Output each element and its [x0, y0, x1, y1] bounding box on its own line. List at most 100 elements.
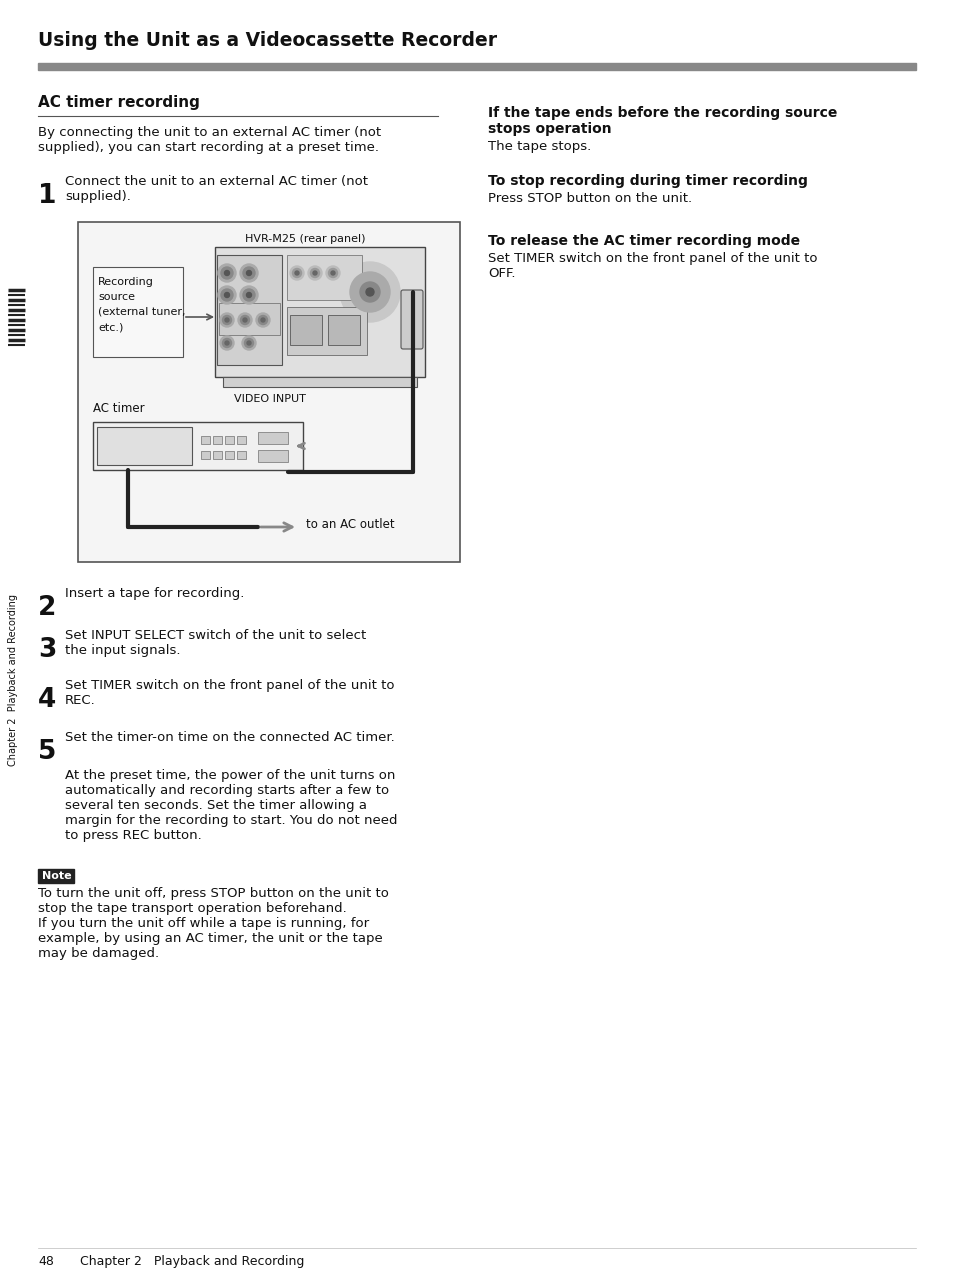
Bar: [201, 451, 210, 459]
Text: By connecting the unit to an external AC timer (not: By connecting the unit to an external AC…: [38, 126, 381, 139]
Circle shape: [294, 271, 298, 275]
Circle shape: [222, 339, 232, 348]
Text: etc.): etc.): [98, 322, 123, 333]
Circle shape: [243, 289, 254, 301]
Text: may be damaged.: may be damaged.: [38, 947, 159, 961]
Circle shape: [290, 266, 304, 280]
Circle shape: [331, 271, 335, 275]
Text: 48: 48: [38, 1255, 53, 1268]
Circle shape: [218, 264, 235, 282]
Bar: [236, 436, 246, 445]
Bar: [92, 422, 303, 470]
Bar: [216, 255, 282, 364]
Circle shape: [221, 268, 233, 279]
Text: Chapter 2  Playback and Recording: Chapter 2 Playback and Recording: [8, 594, 18, 766]
Text: Press STOP button on the unit.: Press STOP button on the unit.: [488, 192, 691, 205]
Circle shape: [240, 264, 257, 282]
Text: Recording: Recording: [98, 276, 153, 287]
Circle shape: [308, 266, 322, 280]
Circle shape: [258, 316, 267, 325]
Circle shape: [237, 313, 252, 327]
Text: AC timer recording: AC timer recording: [38, 96, 200, 110]
Circle shape: [255, 313, 270, 327]
Text: Chapter 2   Playback and Recording: Chapter 2 Playback and Recording: [80, 1255, 304, 1268]
Circle shape: [246, 293, 252, 298]
Circle shape: [224, 293, 230, 298]
Text: REC.: REC.: [65, 694, 95, 707]
Text: 5: 5: [38, 739, 56, 764]
Circle shape: [313, 271, 316, 275]
Bar: [78, 222, 459, 562]
Text: stop the tape transport operation beforehand.: stop the tape transport operation before…: [38, 902, 346, 915]
Circle shape: [247, 341, 251, 345]
Text: If the tape ends before the recording source: If the tape ends before the recording so…: [488, 106, 837, 120]
Circle shape: [222, 316, 232, 325]
Circle shape: [240, 316, 250, 325]
Bar: [257, 450, 288, 462]
Circle shape: [220, 313, 233, 327]
Text: several ten seconds. Set the timer allowing a: several ten seconds. Set the timer allow…: [65, 799, 367, 812]
FancyBboxPatch shape: [400, 290, 422, 349]
Bar: [287, 255, 361, 299]
Text: Set INPUT SELECT switch of the unit to select: Set INPUT SELECT switch of the unit to s…: [65, 629, 366, 642]
Text: supplied), you can start recording at a preset time.: supplied), you can start recording at a …: [38, 141, 378, 154]
Text: To turn the unit off, press STOP button on the unit to: To turn the unit off, press STOP button …: [38, 887, 389, 899]
Bar: [213, 451, 222, 459]
Bar: [97, 427, 192, 465]
Circle shape: [221, 289, 233, 301]
Bar: [328, 315, 359, 345]
Text: (external tuner,: (external tuner,: [98, 307, 185, 317]
Circle shape: [224, 270, 230, 275]
Bar: [213, 436, 222, 445]
Text: to press REC button.: to press REC button.: [65, 829, 201, 842]
Circle shape: [326, 266, 339, 280]
Bar: [225, 451, 233, 459]
Text: To release the AC timer recording mode: To release the AC timer recording mode: [488, 234, 800, 248]
Circle shape: [246, 270, 252, 275]
Text: At the preset time, the power of the unit turns on: At the preset time, the power of the uni…: [65, 769, 395, 782]
Circle shape: [359, 282, 379, 302]
Circle shape: [220, 336, 233, 350]
Circle shape: [218, 285, 235, 304]
Text: automatically and recording starts after a few to: automatically and recording starts after…: [65, 784, 389, 798]
Text: supplied).: supplied).: [65, 190, 131, 203]
Circle shape: [225, 341, 229, 345]
Text: If you turn the unit off while a tape is running, for: If you turn the unit off while a tape is…: [38, 917, 369, 930]
Text: OFF.: OFF.: [488, 268, 515, 280]
Text: 1: 1: [38, 183, 56, 209]
Bar: [287, 307, 367, 355]
Bar: [219, 303, 280, 335]
Circle shape: [366, 288, 374, 296]
Circle shape: [339, 262, 399, 322]
Text: stops operation: stops operation: [488, 122, 611, 136]
Bar: [38, 869, 74, 883]
Text: Set the timer-on time on the connected AC timer.: Set the timer-on time on the connected A…: [65, 731, 395, 744]
Text: Set TIMER switch on the front panel of the unit to: Set TIMER switch on the front panel of t…: [65, 679, 395, 692]
Text: HVR-M25 (rear panel): HVR-M25 (rear panel): [245, 234, 365, 245]
Text: example, by using an AC timer, the unit or the tape: example, by using an AC timer, the unit …: [38, 933, 382, 945]
Bar: [201, 436, 210, 445]
Bar: [257, 432, 288, 445]
Bar: [223, 377, 416, 387]
Circle shape: [328, 269, 337, 278]
Circle shape: [261, 318, 265, 322]
Circle shape: [240, 285, 257, 304]
Bar: [225, 436, 233, 445]
Circle shape: [225, 318, 229, 322]
Circle shape: [293, 269, 301, 278]
Text: To stop recording during timer recording: To stop recording during timer recording: [488, 175, 807, 189]
Text: Connect the unit to an external AC timer (not: Connect the unit to an external AC timer…: [65, 175, 368, 189]
Text: 3: 3: [38, 637, 56, 662]
Bar: [38, 62, 915, 70]
Circle shape: [310, 269, 319, 278]
Circle shape: [243, 268, 254, 279]
Text: 2: 2: [38, 595, 56, 620]
Text: Note: Note: [42, 871, 71, 882]
Text: VIDEO INPUT: VIDEO INPUT: [233, 394, 306, 404]
Text: Set TIMER switch on the front panel of the unit to: Set TIMER switch on the front panel of t…: [488, 252, 817, 265]
Text: to an AC outlet: to an AC outlet: [306, 519, 395, 531]
Text: Insert a tape for recording.: Insert a tape for recording.: [65, 587, 244, 600]
Bar: [236, 451, 246, 459]
Circle shape: [243, 318, 247, 322]
Text: The tape stops.: The tape stops.: [488, 140, 591, 153]
